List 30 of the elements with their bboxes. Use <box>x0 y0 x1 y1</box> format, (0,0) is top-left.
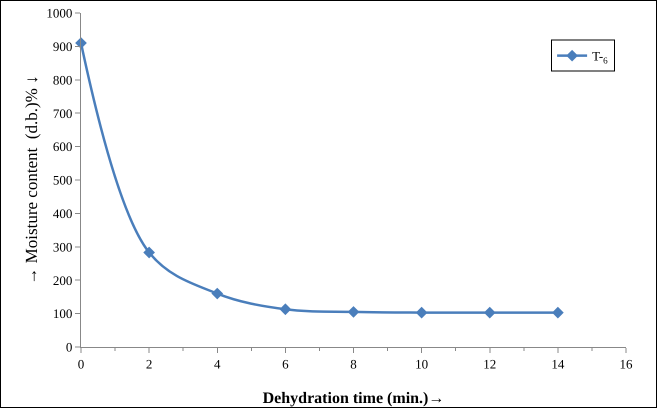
y-tick-label: 0 <box>66 340 72 355</box>
y-tick-label: 400 <box>52 206 72 221</box>
y-tick-label: 500 <box>52 172 72 188</box>
y-tick-label: 700 <box>52 106 72 121</box>
point <box>416 306 428 318</box>
y-tick-label: 100 <box>52 306 72 322</box>
x-tick-label: 12 <box>483 356 496 372</box>
legend-label: T-$_{6}$ <box>592 48 608 66</box>
point <box>348 306 360 318</box>
point <box>280 303 292 316</box>
x-tick-label: 4 <box>214 356 221 372</box>
point <box>143 246 155 258</box>
point <box>552 306 564 318</box>
x-tick-label: 10 <box>415 356 428 372</box>
x-tick-label: 16 <box>620 356 633 372</box>
x-tick-label: 2 <box>146 356 152 372</box>
x-tick-label: 0 <box>78 356 84 372</box>
x-tick-label: 14 <box>551 356 565 372</box>
y-tick-label: 600 <box>52 139 72 154</box>
y-axis-title: → Moisture content (d.b.)% ↓ <box>22 75 41 285</box>
y-tick-label: 200 <box>52 272 72 288</box>
x-tick-label: 8 <box>350 356 357 372</box>
x-tick-label: 6 <box>282 356 290 372</box>
y-tick-label: 300 <box>52 239 72 254</box>
y-tick-label: 1000 <box>46 6 72 21</box>
y-tick-label: 900 <box>52 38 72 54</box>
y-tick-label: 800 <box>52 72 72 88</box>
point <box>211 288 224 300</box>
point <box>484 306 496 318</box>
x-axis-title: Dehydration time (min.)→ <box>262 390 444 407</box>
